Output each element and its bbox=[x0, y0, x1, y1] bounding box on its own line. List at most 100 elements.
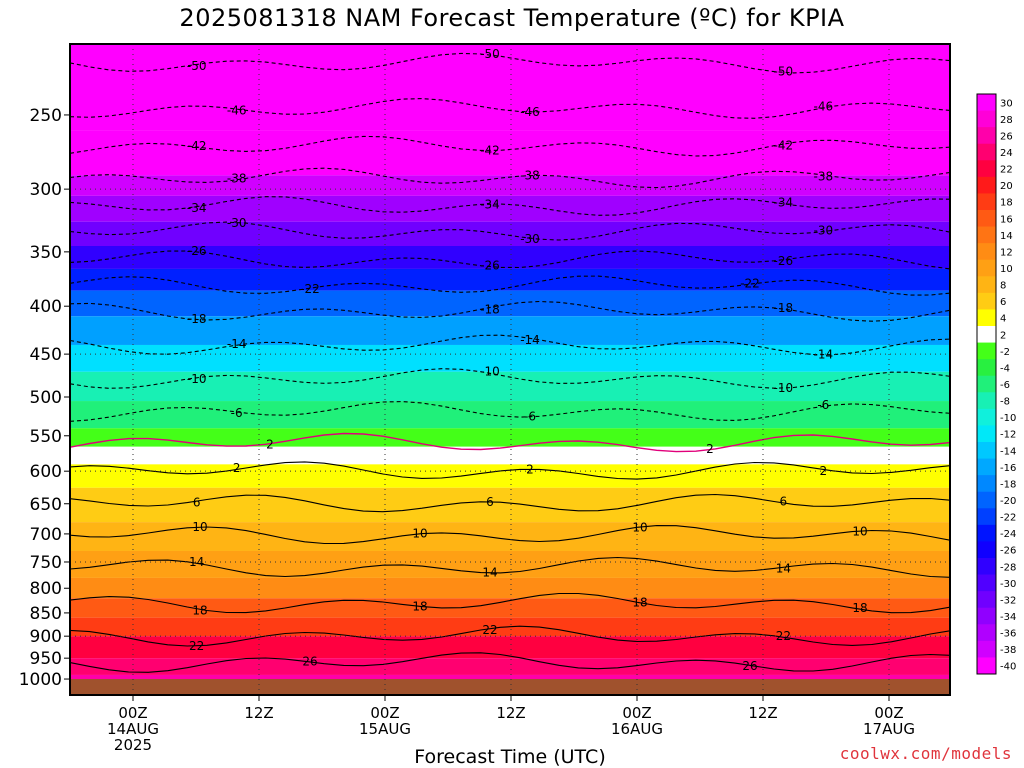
colorbar-swatch bbox=[977, 243, 996, 261]
colorbar-label: 22 bbox=[1000, 165, 1013, 176]
colorbar-swatch bbox=[977, 210, 996, 227]
contour-label: 10 bbox=[412, 527, 427, 541]
contour-label: -6 bbox=[524, 409, 536, 423]
contour-label: 10 bbox=[852, 525, 867, 539]
isotherm--38 bbox=[70, 167, 950, 189]
contour-label: 14 bbox=[776, 561, 791, 575]
y-tick-label: 600 bbox=[30, 462, 62, 482]
colorbar-label: -4 bbox=[1000, 363, 1010, 374]
contour-label: 2 bbox=[820, 464, 828, 478]
contour-label: -42 bbox=[480, 143, 500, 157]
y-tick-label: 1000 bbox=[19, 670, 62, 690]
y-tick-label: 850 bbox=[30, 604, 62, 624]
contour-label: -46 bbox=[520, 105, 540, 119]
colorbar-label: -30 bbox=[1000, 579, 1016, 590]
contour-label: 2 bbox=[266, 437, 274, 451]
x-tick-label: 12Z bbox=[496, 704, 525, 722]
contour-label: -46 bbox=[814, 99, 834, 113]
colorbar-swatch bbox=[977, 458, 996, 476]
contour-label: 18 bbox=[852, 601, 867, 615]
x-axis-title: Forecast Time (UTC) bbox=[414, 746, 606, 768]
contour-label: -34 bbox=[774, 195, 794, 209]
colorbar-label: 16 bbox=[1000, 214, 1013, 225]
colorbar-label: 30 bbox=[1000, 98, 1013, 109]
y-tick-label: 300 bbox=[30, 180, 62, 200]
colorbar-label: -8 bbox=[1000, 397, 1010, 408]
temperature-band bbox=[70, 175, 950, 196]
contour-label: 22 bbox=[189, 639, 204, 653]
colorbar-swatch bbox=[977, 524, 996, 542]
colorbar-label: 14 bbox=[1000, 231, 1013, 242]
contour-label: -10 bbox=[774, 381, 794, 395]
isotherm--46 bbox=[70, 98, 950, 119]
contour-label: -30 bbox=[520, 232, 540, 246]
contour-label: -42 bbox=[774, 139, 794, 153]
isotherm--26 bbox=[70, 250, 950, 270]
contour-label: 22 bbox=[776, 629, 791, 643]
colorbar-label: -34 bbox=[1000, 612, 1016, 623]
colorbar-label: 2 bbox=[1000, 330, 1006, 341]
colorbar-label: -16 bbox=[1000, 463, 1016, 474]
x-tick-label: 12Z bbox=[244, 704, 273, 722]
colorbar-swatch bbox=[977, 607, 996, 625]
y-tick-label: 400 bbox=[30, 297, 62, 317]
contour-label: 18 bbox=[632, 595, 647, 609]
isotherm-18 bbox=[70, 592, 950, 614]
colorbar-label: -28 bbox=[1000, 562, 1016, 573]
colorbar-swatch bbox=[977, 408, 996, 426]
y-tick-label: 750 bbox=[30, 553, 62, 573]
contour-label: -6 bbox=[231, 406, 243, 420]
chart-title: 2025081318 NAM Forecast Temperature (ºC)… bbox=[179, 4, 845, 32]
contour-label: -22 bbox=[300, 282, 320, 296]
colorbar-label: 4 bbox=[1000, 314, 1006, 325]
colorbar-label: 18 bbox=[1000, 198, 1013, 209]
temperature-band bbox=[70, 636, 950, 659]
colorbar-label: 28 bbox=[1000, 115, 1013, 126]
temperature-band bbox=[70, 487, 950, 523]
contour-label: -26 bbox=[187, 244, 207, 258]
colorbar-swatch bbox=[977, 259, 996, 277]
temperature-band bbox=[70, 446, 950, 465]
contour-label: -18 bbox=[480, 302, 500, 316]
colorbar-swatch bbox=[977, 342, 996, 360]
colorbar-label: 12 bbox=[1000, 247, 1013, 258]
x-tick-label: 12Z bbox=[748, 704, 777, 722]
colorbar-swatch bbox=[977, 491, 996, 509]
contour-label: -10 bbox=[187, 372, 207, 386]
temperature-band bbox=[70, 130, 950, 176]
colorbar-label: -40 bbox=[1000, 662, 1016, 673]
isotherm--50 bbox=[70, 52, 950, 74]
colorbar-swatch bbox=[977, 94, 996, 111]
colorbar-label: -14 bbox=[1000, 446, 1016, 457]
colorbar-label: -22 bbox=[1000, 513, 1016, 524]
colorbar-swatch bbox=[977, 591, 996, 609]
colorbar-frame bbox=[976, 93, 997, 675]
isotherm--14 bbox=[70, 334, 950, 356]
contour-label: 6 bbox=[780, 495, 788, 509]
contour-label: 18 bbox=[192, 603, 207, 617]
contour-label: -18 bbox=[187, 312, 207, 326]
contour-label: -14 bbox=[227, 337, 247, 351]
colorbar-swatch bbox=[977, 392, 996, 410]
contour-label: -38 bbox=[814, 169, 834, 183]
contour-label: -38 bbox=[520, 168, 540, 182]
contour-label: 2 bbox=[706, 442, 714, 456]
colorbar-swatch bbox=[977, 508, 996, 526]
temperature-band bbox=[70, 195, 950, 222]
contour-label: 26 bbox=[302, 654, 317, 668]
isotherm-14 bbox=[70, 556, 950, 578]
colorbar-label: -24 bbox=[1000, 529, 1016, 540]
contour-label: -22 bbox=[740, 277, 760, 291]
colorbar-label: -38 bbox=[1000, 645, 1016, 656]
isotherm--30 bbox=[70, 221, 950, 241]
contour-label: -50 bbox=[480, 47, 500, 61]
colorbar: 30 28 26 24 22 20 18 16 14 12 10 8 6 4 2 -2 -4 -6 -8 -10 -12… bbox=[976, 93, 1016, 675]
colorbar-label: 26 bbox=[1000, 131, 1013, 142]
colorbar-swatch bbox=[977, 541, 996, 559]
contour-label: -18 bbox=[774, 301, 794, 315]
contour-label: -34 bbox=[480, 197, 500, 211]
isotherm--34 bbox=[70, 196, 950, 216]
x-tick-label: 14AUG bbox=[107, 720, 159, 738]
contour-label: -26 bbox=[774, 254, 794, 268]
